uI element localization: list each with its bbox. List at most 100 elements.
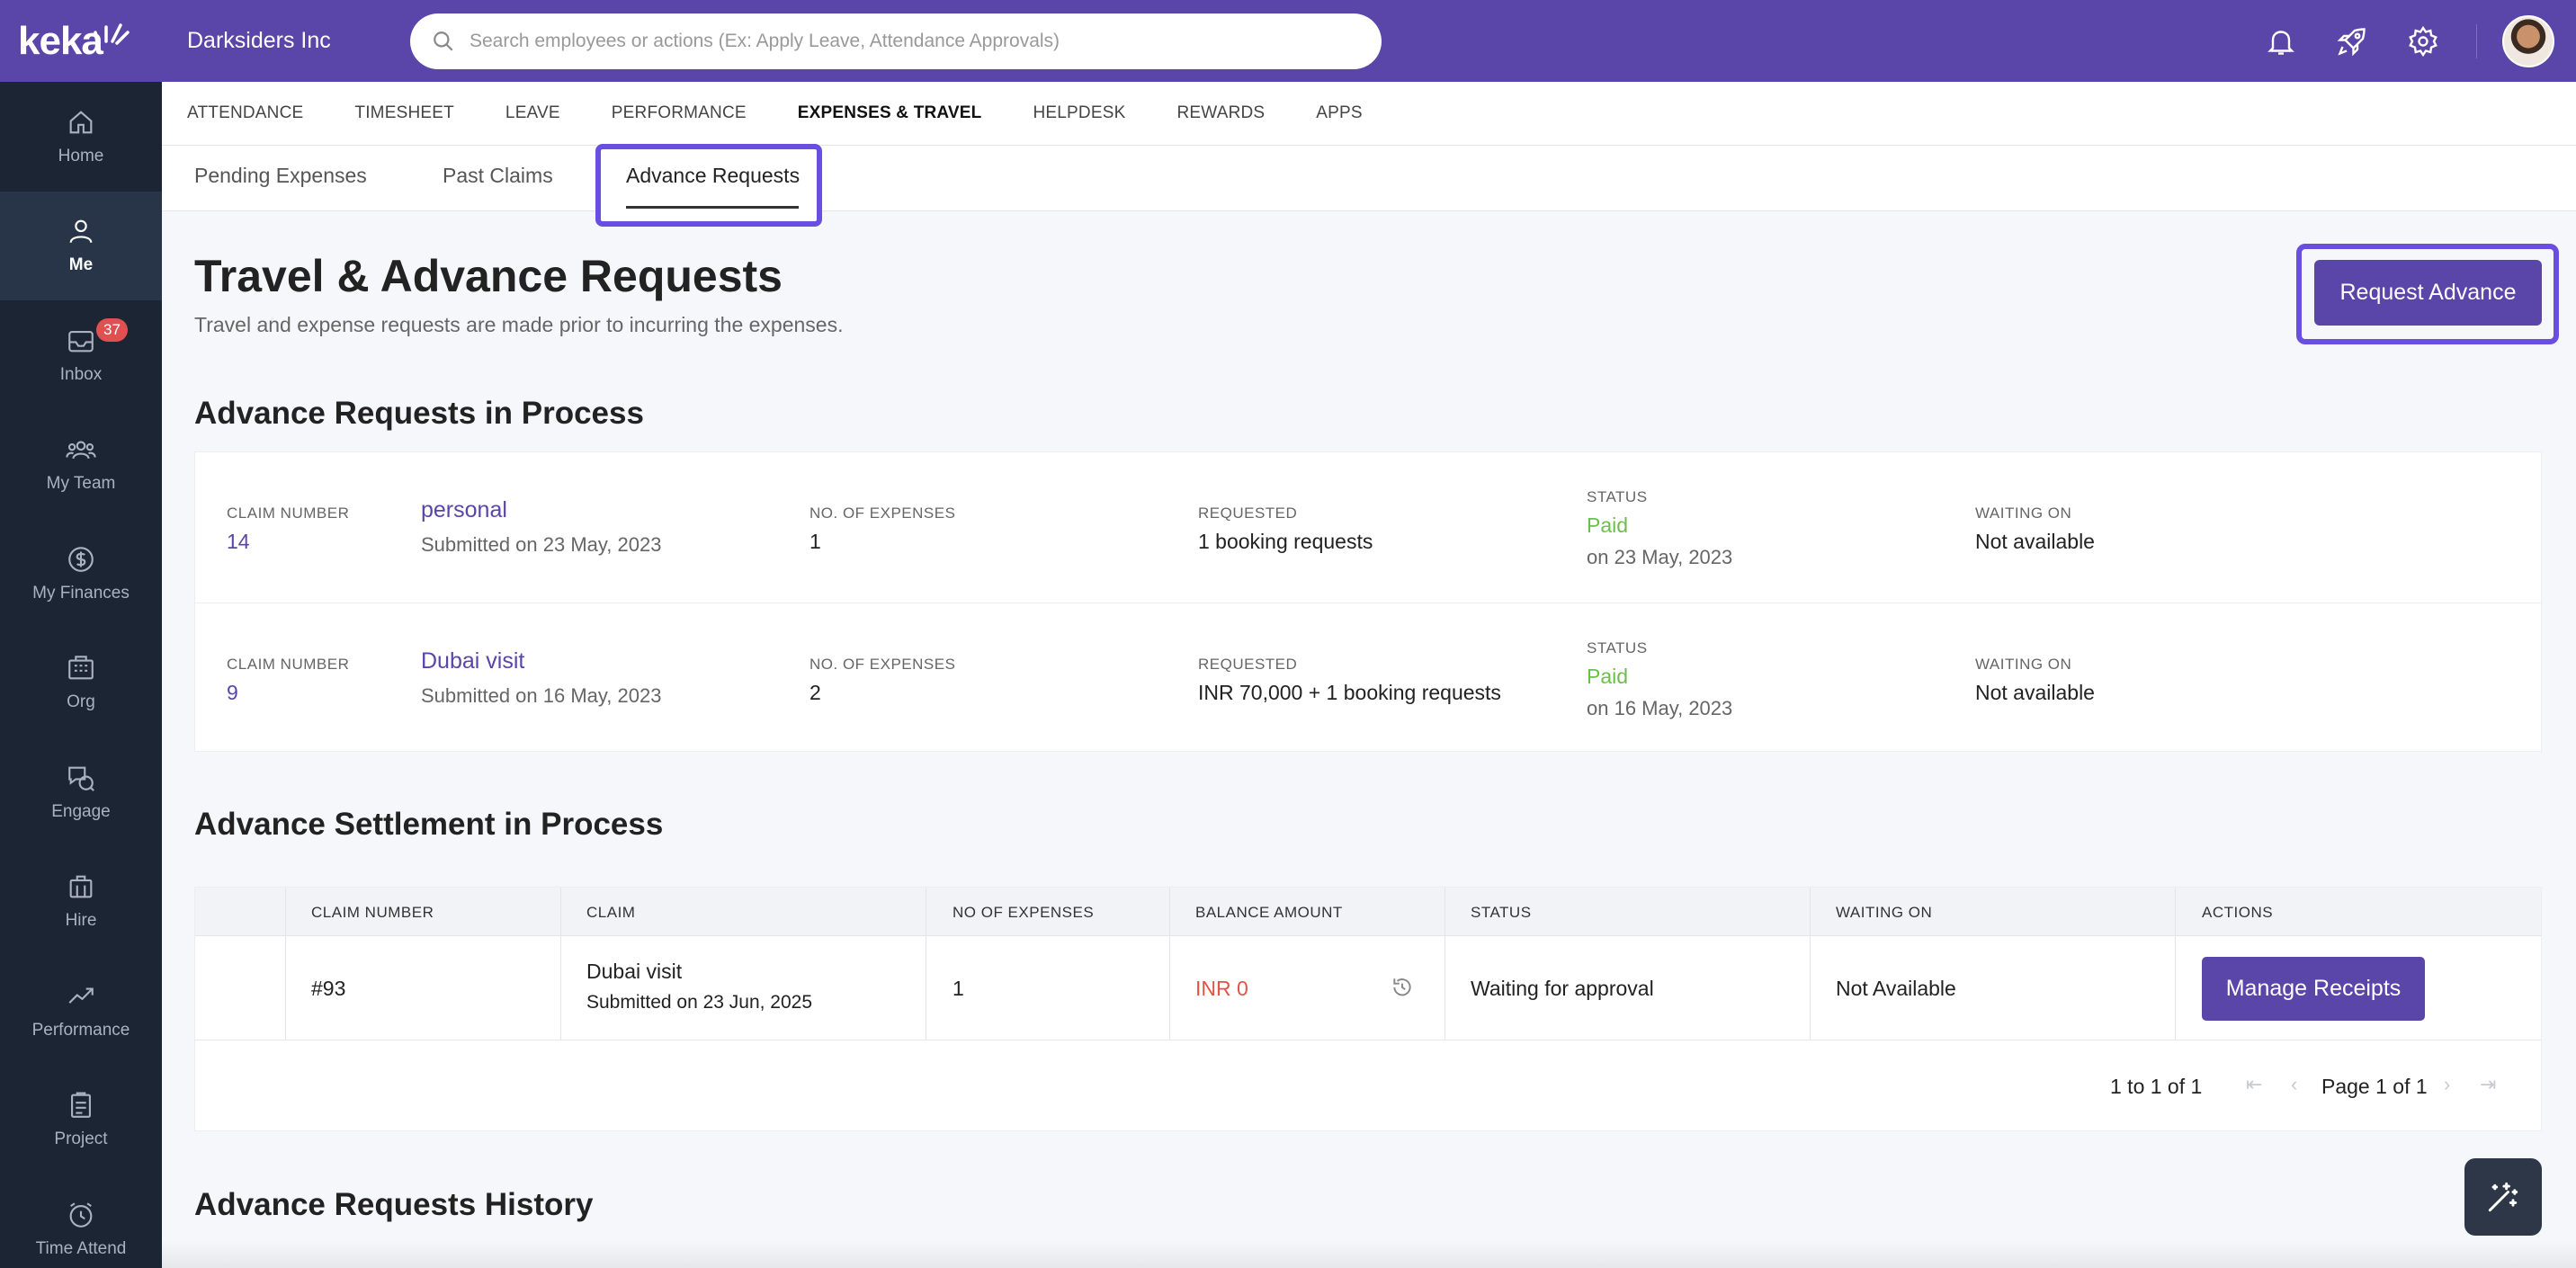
settlement-status: Waiting for approval xyxy=(1471,977,1654,1000)
tab-attendance[interactable]: ATTENDANCE xyxy=(187,103,304,122)
notifications-button[interactable] xyxy=(2263,23,2299,59)
sidebar-item-label: Home xyxy=(58,146,104,165)
sidebar: keka Home Me Inbox 37 My Team My Finance… xyxy=(0,0,162,1268)
sidebar-item-my-team[interactable]: My Team xyxy=(0,410,162,520)
search-input[interactable] xyxy=(470,30,1333,52)
status-paid: Paid xyxy=(1587,665,1629,688)
sidebar-item-label: Time Attend xyxy=(35,1238,127,1258)
search-bar[interactable] xyxy=(410,13,1382,69)
user-icon xyxy=(69,219,93,244)
tab-timesheet[interactable]: TIMESHEET xyxy=(354,103,454,122)
column-divider xyxy=(285,888,286,1040)
settlement-balance: INR 0 xyxy=(1195,977,1248,1000)
sub-tabs: Pending Expenses Past Claims xyxy=(162,146,2576,211)
in-process-card: CLAIM NUMBER 14 personal Submitted on 23… xyxy=(194,451,2542,752)
header-divider xyxy=(2476,23,2477,58)
claim-number-link[interactable]: 14 xyxy=(227,530,250,553)
last-page-icon[interactable]: ⇥ xyxy=(2480,1073,2497,1095)
sidebar-item-label: Me xyxy=(68,255,94,275)
magic-wand-icon xyxy=(2488,1182,2518,1212)
ai-assistant-button[interactable] xyxy=(2464,1158,2542,1236)
sidebar-item-label: Engage xyxy=(51,801,111,821)
tab-helpdesk[interactable]: HELPDESK xyxy=(1033,103,1126,122)
expenses-label: NO. OF EXPENSES xyxy=(809,656,956,673)
first-page-icon[interactable]: ⇤ xyxy=(2246,1073,2263,1095)
tab-leave[interactable]: LEAVE xyxy=(505,103,560,122)
sidebar-item-hire[interactable]: Hire xyxy=(0,847,162,957)
sidebar-item-project[interactable]: Project xyxy=(0,1066,162,1175)
expenses-label: NO. OF EXPENSES xyxy=(809,505,956,522)
section-title-in-process: Advance Requests in Process xyxy=(194,396,644,431)
tab-performance[interactable]: PERFORMANCE xyxy=(611,103,747,122)
requested-label: REQUESTED xyxy=(1198,656,1298,673)
col-header-balance: BALANCE AMOUNT xyxy=(1195,904,1343,921)
table-row xyxy=(195,936,2541,1040)
requested-label: REQUESTED xyxy=(1198,505,1298,522)
col-header-waiting: WAITING ON xyxy=(1836,904,1933,921)
col-header-expenses: NO OF EXPENSES xyxy=(953,904,1095,921)
expenses-count: 1 xyxy=(809,530,821,553)
tab-rewards[interactable]: REWARDS xyxy=(1176,103,1266,122)
list-item[interactable]: CLAIM NUMBER 9 Dubai visit Submitted on … xyxy=(195,603,2541,753)
settlement-claim-number[interactable]: #93 xyxy=(311,977,346,1000)
bell-icon xyxy=(2267,30,2294,55)
user-avatar[interactable] xyxy=(2502,14,2554,67)
claim-number-label: CLAIM NUMBER xyxy=(227,656,350,673)
quick-launch-button[interactable] xyxy=(2334,23,2370,59)
status-date: on 16 May, 2023 xyxy=(1587,697,1733,719)
subtab-past-claims[interactable]: Past Claims xyxy=(443,164,553,187)
settlement-claim-link[interactable]: Dubai visit xyxy=(586,960,683,983)
column-divider xyxy=(2175,888,2176,1040)
top-header: Darksiders Inc xyxy=(162,0,2576,82)
list-item[interactable]: CLAIM NUMBER 14 personal Submitted on 23… xyxy=(195,452,2541,603)
company-name[interactable]: Darksiders Inc xyxy=(187,28,331,53)
subtab-highlight-frame xyxy=(595,144,822,227)
sidebar-item-me[interactable]: Me xyxy=(0,191,162,300)
claim-name-link[interactable]: personal xyxy=(421,497,507,522)
sidebar-item-time-attend[interactable]: Time Attend xyxy=(0,1174,162,1268)
sidebar-item-label: Inbox xyxy=(59,364,103,384)
sidebar-item-engage[interactable]: Engage xyxy=(0,737,162,847)
settlement-submitted-date: Submitted on 23 Jun, 2025 xyxy=(586,992,813,1013)
claim-name-link[interactable]: Dubai visit xyxy=(421,648,525,674)
settlement-table: CLAIM NUMBER CLAIM NO OF EXPENSES BALANC… xyxy=(194,887,2542,1131)
manage-receipts-button[interactable]: Manage Receipts xyxy=(2202,957,2425,1021)
tab-expenses-travel[interactable]: EXPENSES & TRAVEL xyxy=(797,103,982,122)
pagination-range: 1 to 1 of 1 xyxy=(2110,1075,2203,1098)
status-date: on 23 May, 2023 xyxy=(1587,546,1733,568)
tab-apps[interactable]: APPS xyxy=(1316,103,1363,122)
rocket-icon xyxy=(2337,27,2366,56)
submitted-date: Submitted on 23 May, 2023 xyxy=(421,533,662,556)
sidebar-item-home[interactable]: Home xyxy=(0,82,162,192)
sidebar-item-label: My Team xyxy=(46,474,116,494)
hire-icon xyxy=(69,875,93,898)
performance-icon xyxy=(68,987,94,1004)
sidebar-item-my-finances[interactable]: My Finances xyxy=(0,519,162,629)
expenses-count: 2 xyxy=(809,681,821,704)
request-advance-button[interactable]: Request Advance xyxy=(2314,260,2542,326)
settlement-expenses-count: 1 xyxy=(953,977,964,1000)
sidebar-item-org[interactable]: Org xyxy=(0,629,162,738)
claim-number-link[interactable]: 9 xyxy=(227,681,238,704)
gear-icon xyxy=(2409,25,2437,57)
subtab-advance-requests[interactable]: Advance Requests xyxy=(626,164,801,187)
section-title-settlement: Advance Settlement in Process xyxy=(194,807,664,842)
subtab-pending-expenses[interactable]: Pending Expenses xyxy=(194,164,367,187)
sidebar-item-inbox[interactable]: Inbox 37 xyxy=(0,300,162,410)
next-page-icon[interactable]: › xyxy=(2444,1073,2451,1095)
history-icon[interactable] xyxy=(1391,976,1414,999)
claim-number-label: CLAIM NUMBER xyxy=(227,505,350,522)
sidebar-item-label: My Finances xyxy=(32,583,130,603)
col-header-actions: ACTIONS xyxy=(2202,904,2274,921)
prev-page-icon[interactable]: ‹ xyxy=(2291,1073,2298,1095)
requested-value: INR 70,000 + 1 booking requests xyxy=(1198,681,1501,704)
keka-logo[interactable]: keka xyxy=(0,0,162,82)
scroll-fade xyxy=(162,1241,2576,1268)
clock-icon xyxy=(69,1202,93,1228)
inbox-count-badge: 37 xyxy=(96,318,128,342)
logo-text: keka xyxy=(18,18,103,63)
settings-button[interactable] xyxy=(2405,23,2441,59)
sidebar-item-performance[interactable]: Performance xyxy=(0,956,162,1066)
module-tabs: ATTENDANCE TIMESHEET LEAVE PERFORMANCE E… xyxy=(162,82,2576,146)
request-advance-highlight-frame xyxy=(2296,244,2559,344)
